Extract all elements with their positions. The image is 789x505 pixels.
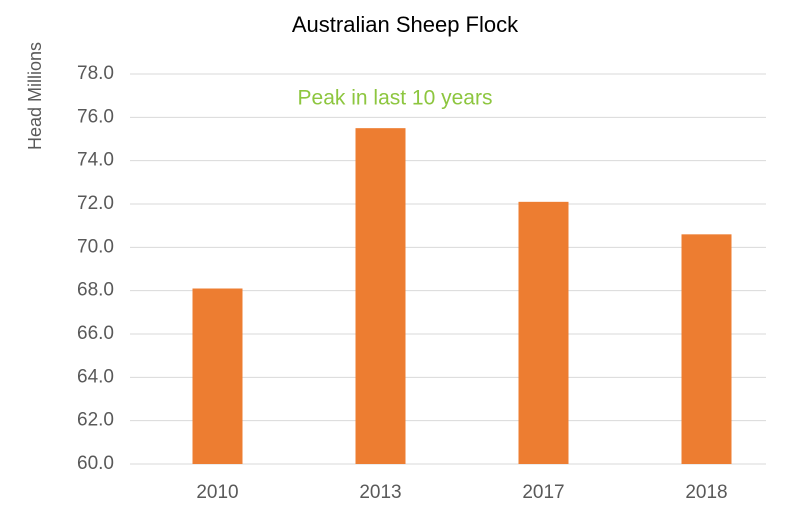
y-tick-label: 70.0: [77, 236, 114, 257]
bar: [518, 201, 569, 465]
x-tick-label: 2013: [359, 482, 401, 503]
chart-title: Australian Sheep Flock: [292, 12, 519, 37]
annotation: Peak in last 10 years: [298, 87, 493, 110]
bar: [192, 288, 243, 464]
y-tick-label: 68.0: [77, 280, 114, 301]
x-tick-label: 2017: [522, 482, 564, 503]
y-tick-label: 66.0: [77, 323, 114, 344]
y-tick-label: 76.0: [77, 106, 114, 127]
bar: [355, 128, 406, 464]
y-tick-label: 60.0: [77, 453, 114, 474]
y-tick-label: 72.0: [77, 193, 114, 214]
y-tick-label: 74.0: [77, 150, 114, 171]
x-tick-label: 2010: [196, 482, 238, 503]
bar: [681, 234, 732, 464]
y-axis-label: Head Millions: [25, 42, 45, 150]
y-tick-label: 62.0: [77, 410, 114, 431]
y-tick-label: 78.0: [77, 63, 114, 84]
y-tick-label: 64.0: [77, 366, 114, 387]
x-tick-label: 2018: [685, 482, 727, 503]
